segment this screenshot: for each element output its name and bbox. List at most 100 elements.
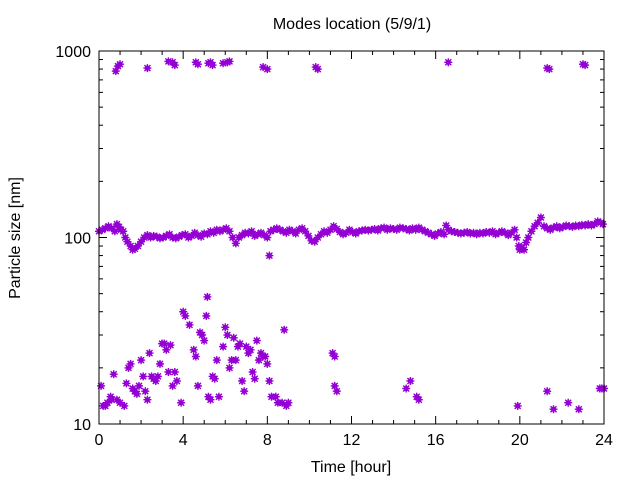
data-point — [208, 61, 217, 70]
data-point — [549, 405, 558, 414]
data-point — [172, 377, 181, 385]
data-point — [280, 325, 289, 334]
data-point — [564, 398, 573, 407]
data-point — [276, 225, 284, 234]
x-tick-label: 0 — [95, 432, 104, 449]
x-tick-label: 12 — [343, 432, 361, 449]
data-point — [170, 61, 179, 70]
data-point — [284, 398, 293, 407]
data-point — [252, 336, 261, 345]
data-point — [227, 356, 236, 365]
data-point — [221, 323, 230, 332]
data-point — [191, 352, 200, 361]
data-point — [141, 387, 150, 396]
data-point — [543, 387, 552, 396]
data-point — [512, 233, 521, 242]
data-point — [107, 395, 116, 404]
data-point — [231, 356, 240, 365]
data-point — [202, 311, 211, 320]
data-point — [145, 349, 154, 358]
data-point — [120, 401, 129, 410]
data-point — [203, 292, 212, 301]
data-point — [236, 339, 244, 348]
data-point — [132, 389, 141, 398]
data-point — [159, 233, 168, 242]
data-point — [126, 359, 135, 368]
data-point — [179, 307, 188, 316]
data-point — [185, 320, 194, 329]
data-point — [545, 65, 554, 74]
data-point — [406, 377, 415, 385]
data-point — [246, 345, 255, 354]
data-point — [574, 405, 583, 414]
data-point — [238, 377, 247, 385]
data-point — [598, 220, 607, 229]
x-tick-label: 16 — [427, 432, 445, 449]
data-point — [510, 225, 519, 234]
data-point — [219, 342, 228, 351]
data-point — [383, 225, 392, 234]
x-tick-label: 20 — [511, 432, 529, 449]
data-point — [122, 379, 131, 388]
data-point — [143, 64, 152, 73]
data-point — [170, 368, 179, 376]
data-point — [520, 245, 528, 254]
x-tick-label: 8 — [263, 432, 272, 449]
x-tick-label: 24 — [595, 432, 613, 449]
y-axis-label: Particle size [nm] — [7, 177, 24, 299]
data-point — [231, 239, 240, 248]
data-points — [95, 57, 608, 414]
data-point — [240, 387, 249, 396]
data-point — [265, 377, 274, 385]
data-point — [143, 395, 152, 404]
data-point — [247, 227, 256, 236]
data-point — [524, 233, 533, 242]
y-tick-label: 100 — [64, 231, 91, 248]
data-point — [310, 237, 319, 246]
data-point — [263, 233, 272, 242]
plot-frame — [98, 50, 605, 425]
data-point — [137, 237, 146, 246]
data-point — [263, 65, 272, 74]
axis-ticks — [98, 51, 605, 425]
data-point — [160, 339, 169, 348]
data-point — [193, 60, 202, 69]
data-point — [177, 398, 186, 407]
data-point — [137, 356, 146, 365]
data-point — [97, 381, 106, 390]
data-point — [330, 352, 339, 361]
data-point — [229, 333, 238, 342]
data-point — [109, 370, 118, 379]
data-point — [119, 227, 128, 236]
data-point — [513, 401, 522, 410]
data-point — [265, 251, 274, 260]
data-point — [581, 61, 590, 70]
data-point — [153, 372, 162, 381]
data-point — [225, 57, 234, 66]
data-point — [214, 392, 223, 401]
data-point — [263, 359, 272, 368]
data-point — [414, 395, 423, 404]
x-tick-label: 4 — [179, 432, 188, 449]
data-point — [200, 336, 209, 345]
data-point — [212, 356, 221, 365]
data-point — [225, 227, 234, 236]
data-point — [223, 331, 232, 339]
data-point — [261, 352, 270, 361]
data-point — [116, 60, 124, 69]
data-point — [271, 392, 280, 401]
data-point — [527, 227, 536, 236]
data-point — [313, 65, 322, 74]
x-axis-label: Time [hour] — [311, 459, 391, 476]
data-point — [402, 384, 411, 393]
data-point — [536, 213, 545, 222]
data-point — [181, 311, 190, 320]
data-point — [133, 242, 142, 250]
data-point — [301, 227, 310, 236]
data-point — [168, 381, 177, 390]
y-tick-label: 10 — [73, 417, 91, 434]
data-point — [250, 374, 259, 383]
data-point — [248, 368, 257, 376]
data-point — [210, 374, 219, 383]
